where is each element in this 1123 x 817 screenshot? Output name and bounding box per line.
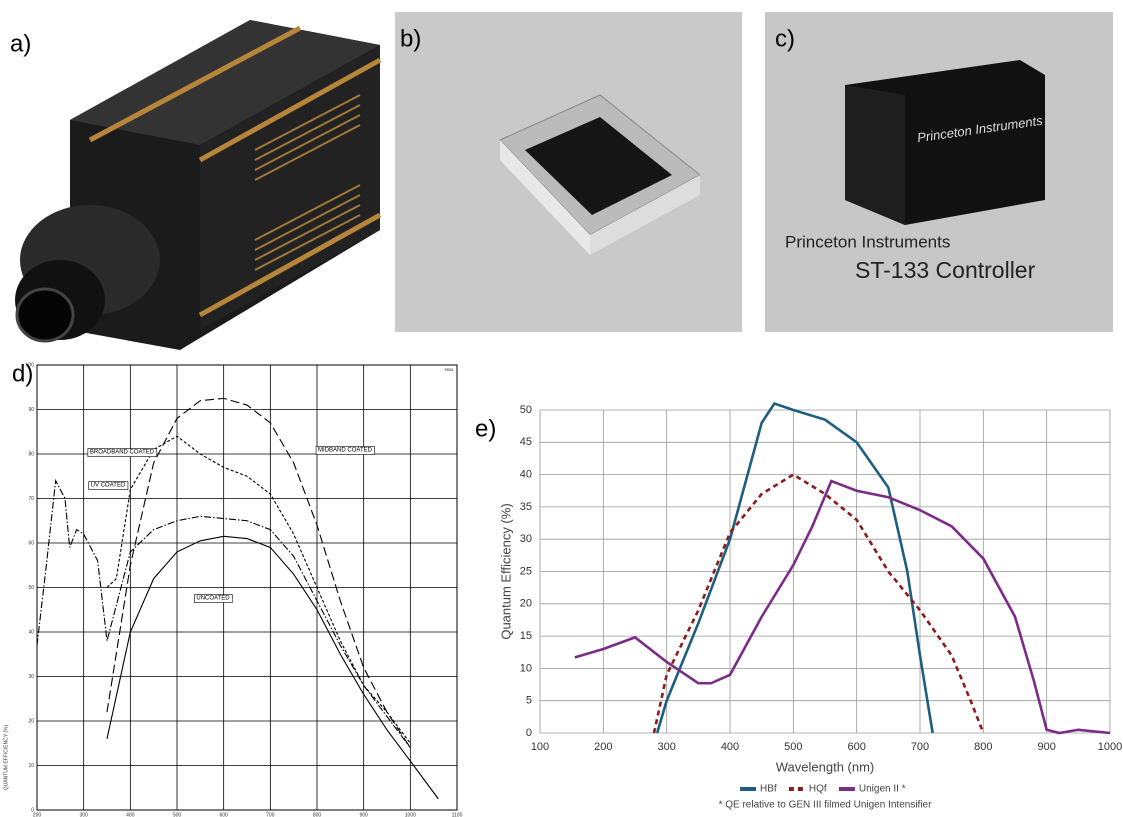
y-tick-label: 10: [520, 662, 532, 674]
label-box: [87, 448, 158, 457]
series-label: UV COATED: [91, 483, 126, 489]
legend-label: HQf: [809, 784, 827, 795]
y-tick-label: 50: [520, 404, 532, 416]
y-tick-label: 30: [28, 674, 34, 680]
legend-label: HBf: [760, 784, 777, 795]
brand-text: Princeton Instruments: [785, 232, 950, 251]
panel-label: b): [400, 25, 421, 52]
y-tick-label: 90: [28, 407, 34, 413]
series-line: [574, 479, 1111, 735]
x-axis-label: Wavelength (nm): [776, 759, 875, 774]
y-tick-label: 40: [28, 629, 34, 635]
plot-frame: [36, 364, 458, 811]
x-tick-label: 400: [126, 812, 135, 817]
y-tick-label: 80: [28, 451, 34, 457]
y-tick-label: 0: [31, 807, 34, 813]
series-line: [106, 397, 411, 749]
panel-label: e): [475, 415, 496, 442]
y-tick-label: 35: [520, 501, 532, 513]
x-tick-label: 600: [847, 741, 865, 753]
camera-photo: [15, 20, 382, 350]
y-tick-label: 0: [526, 727, 532, 739]
series-line: [36, 478, 411, 749]
y-tick-label: 20: [28, 718, 34, 724]
series-line: [106, 435, 411, 744]
x-tick-label: 100: [531, 741, 549, 753]
label-box: [194, 594, 233, 603]
x-tick-label: 500: [784, 741, 802, 753]
y-tick-label: 100: [26, 362, 35, 368]
series-label: MIDBAND COATED: [318, 448, 373, 454]
x-tick-label: 700: [266, 812, 275, 817]
y-tick-label: 30: [520, 533, 532, 545]
x-tick-label: 1000: [1098, 741, 1122, 753]
model-text: ST-133 Controller: [855, 257, 1036, 283]
x-tick-label: 400: [721, 741, 739, 753]
x-tick-label: 900: [1037, 741, 1055, 753]
panel-label: d): [12, 360, 33, 387]
footnote: * QE relative to GEN III filmed Unigen I…: [719, 800, 933, 811]
x-tick-label: 200: [33, 812, 42, 817]
x-tick-label: 500: [173, 812, 182, 817]
x-tick-label: 900: [359, 812, 368, 817]
y-axis-label: QUANTUM EFFICIENCY (%): [3, 724, 9, 790]
series-label: BROADBAND COATED: [90, 450, 155, 456]
ccd-photo: [395, 12, 742, 332]
y-tick-label: 40: [520, 469, 532, 481]
panel-label: c): [775, 25, 795, 52]
y-tick-label: 25: [520, 565, 532, 577]
series-line: [655, 401, 934, 734]
panel-label: a): [10, 30, 31, 57]
y-tick-label: 50: [28, 585, 34, 591]
x-tick-label: 700: [911, 741, 929, 753]
x-tick-label: 1000: [405, 812, 416, 817]
y-tick-label: 20: [520, 598, 532, 610]
legend-label: Unigen II *: [859, 784, 906, 795]
controller-photo: [765, 12, 1113, 332]
x-tick-label: 200: [594, 741, 612, 753]
x-tick-label: 1100: [452, 812, 463, 817]
x-tick-label: 300: [79, 812, 88, 817]
series-label: UNCOATED: [196, 596, 230, 602]
note: 7834: [444, 367, 454, 372]
y-tick-label: 10: [28, 763, 34, 769]
y-tick-label: 5: [526, 695, 532, 707]
series-line: [106, 535, 439, 800]
x-tick-label: 300: [657, 741, 675, 753]
y-tick-label: 15: [520, 630, 532, 642]
x-tick-label: 800: [313, 812, 322, 817]
label-box: [88, 481, 129, 490]
y-tick-label: 45: [520, 436, 532, 448]
label-box: [315, 446, 375, 455]
y-tick-label: 60: [28, 540, 34, 546]
x-tick-label: 800: [974, 741, 992, 753]
y-tick-label: 70: [28, 496, 34, 502]
y-axis-label: Quantum Efficiency (%): [498, 503, 513, 639]
x-tick-label: 600: [219, 812, 228, 817]
